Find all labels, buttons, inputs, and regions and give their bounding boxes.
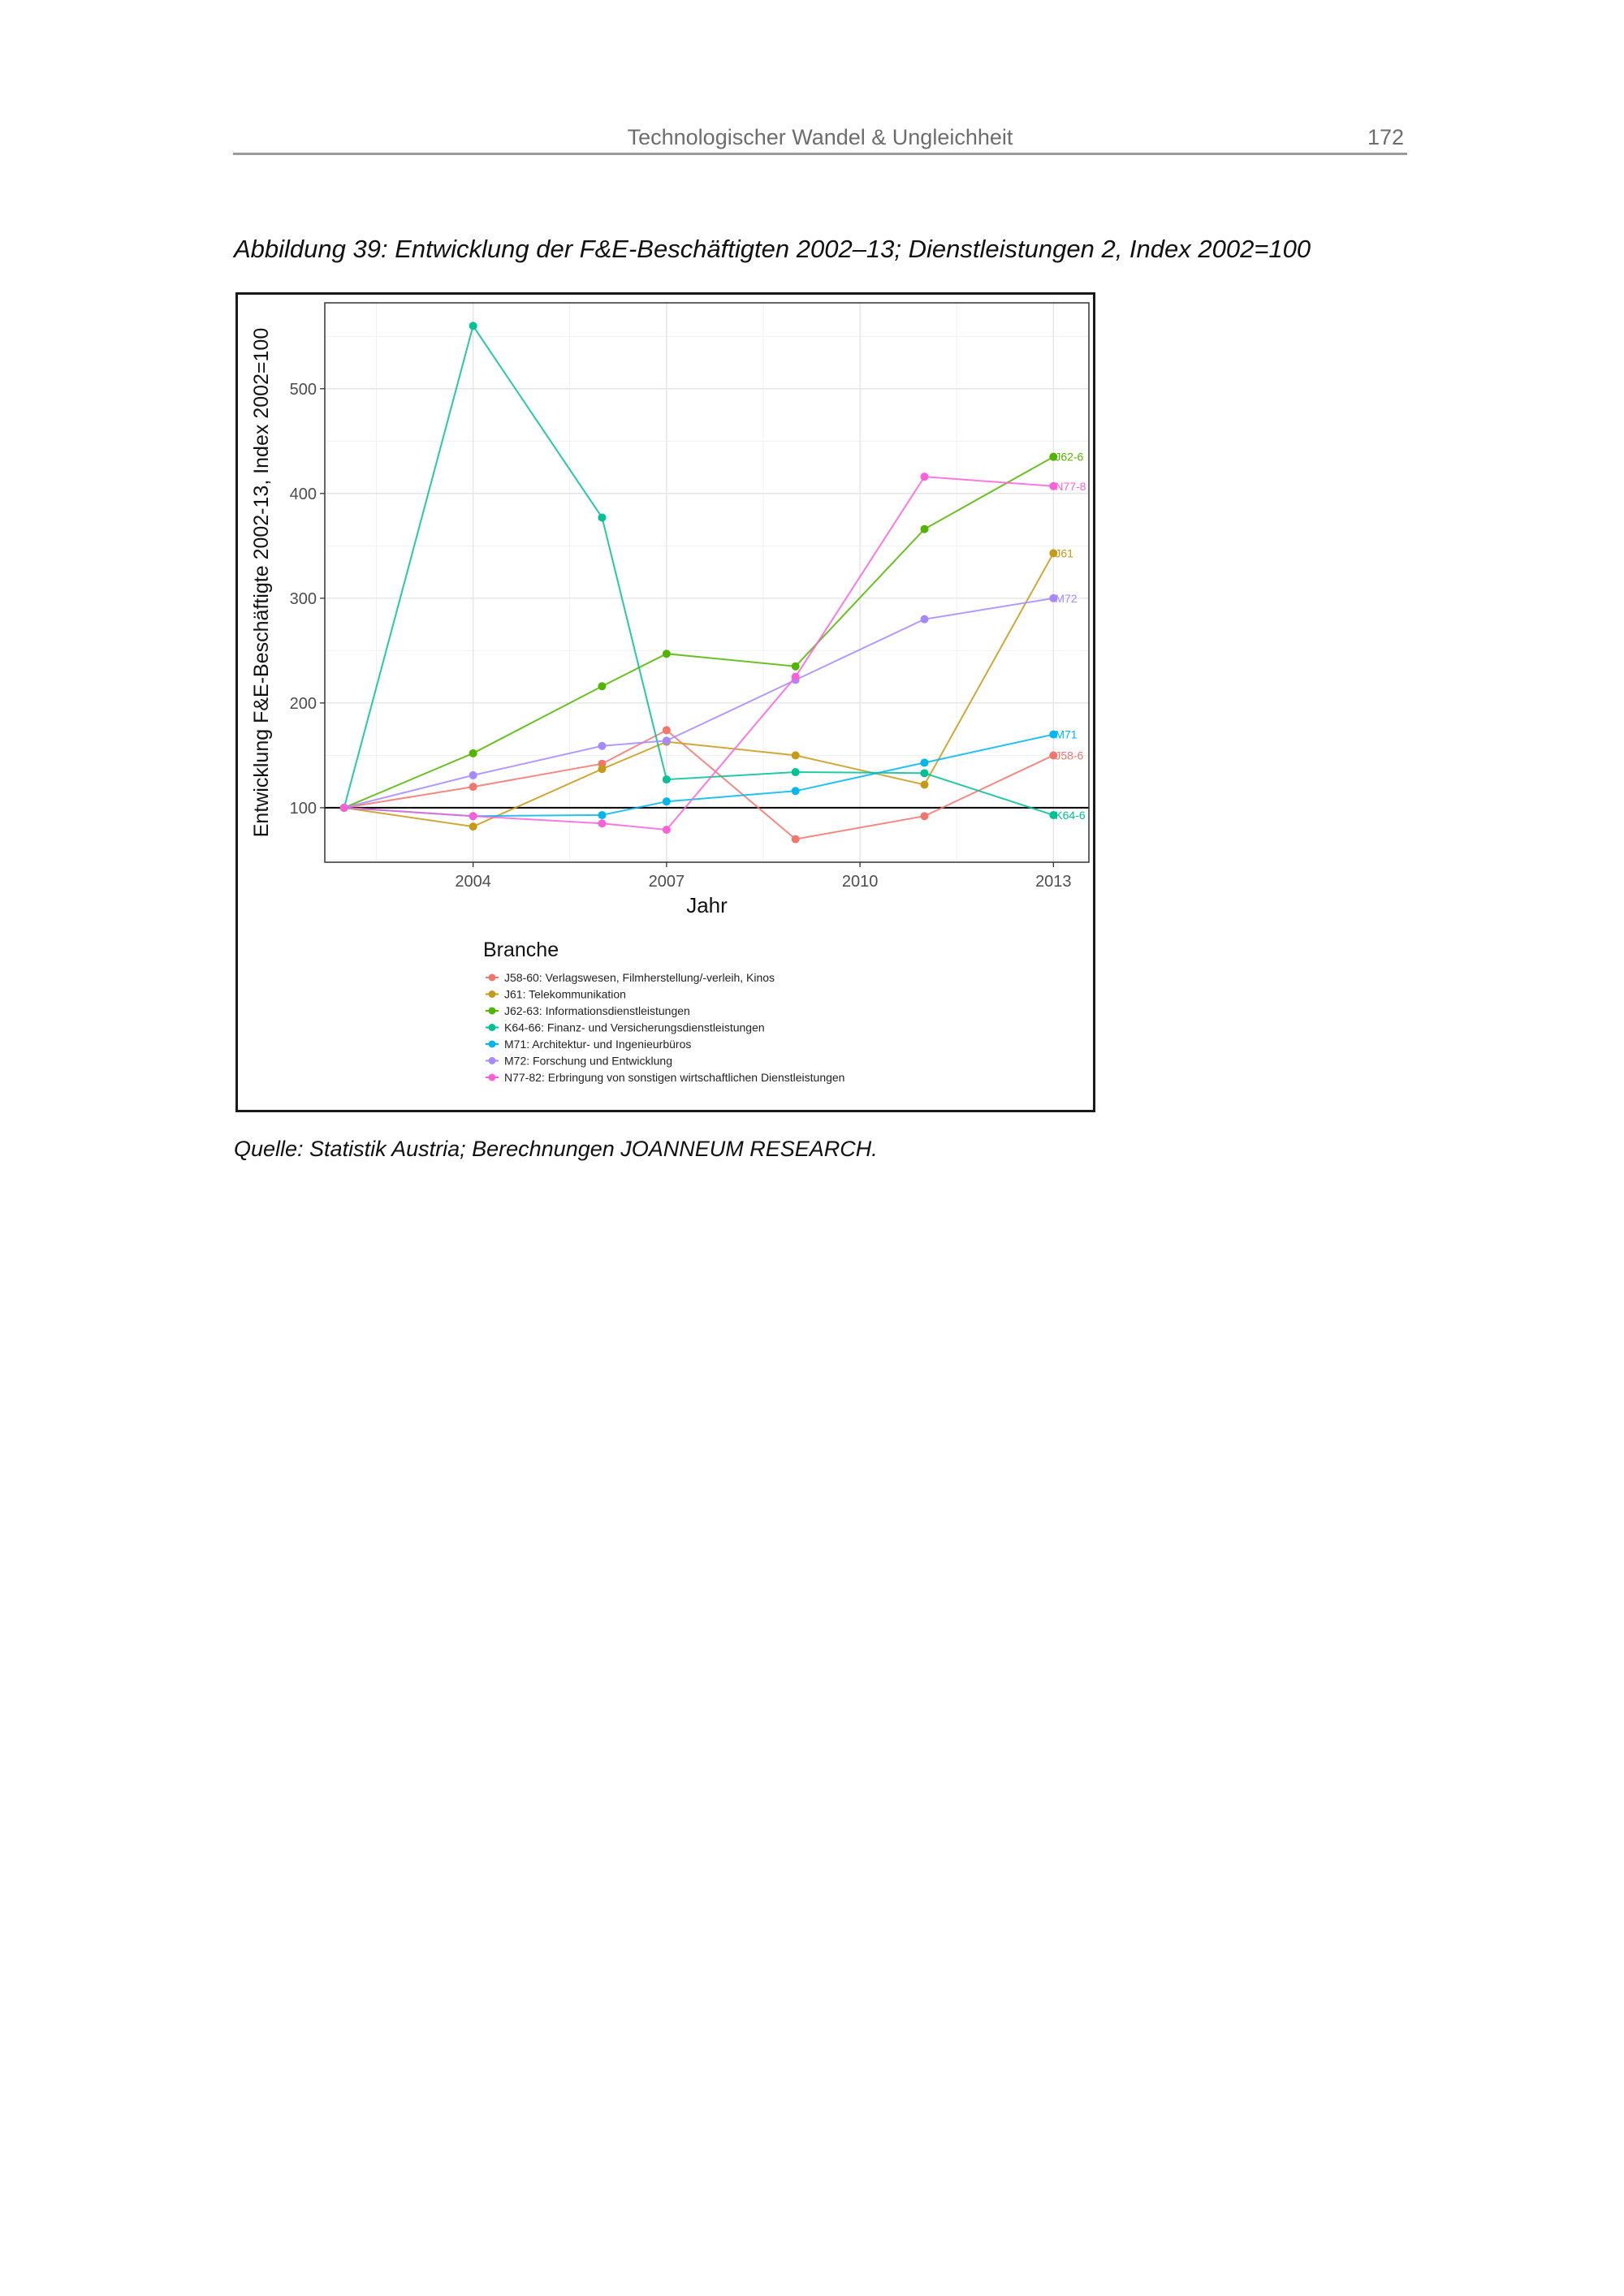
data-point — [598, 819, 607, 828]
data-point — [1049, 751, 1058, 760]
data-point — [920, 473, 929, 481]
data-point — [1049, 593, 1058, 602]
series-end-label: J62-6 — [1055, 451, 1083, 464]
legend-item-label: J61: Telekommunikation — [504, 988, 626, 1001]
data-point — [598, 741, 607, 750]
data-point — [598, 682, 607, 691]
plot-background — [325, 303, 1089, 862]
page-header: Technologischer Wandel & Ungleichheit 17… — [233, 123, 1407, 155]
legend-key-point — [488, 1057, 496, 1064]
series-end-labels: J58-6 J61 J62-6 K64-6 M71 M72 N77-8 — [1055, 451, 1086, 822]
data-point — [1049, 810, 1058, 819]
legend-key-point — [488, 1024, 496, 1031]
data-point — [791, 787, 800, 796]
legend-item-label: J58-60: Verlagswesen, Filmherstellung/-v… — [504, 971, 775, 984]
data-point — [469, 783, 477, 792]
x-tick-label: 2007 — [649, 873, 685, 891]
header-title: Technologischer Wandel & Ungleichheit — [627, 125, 1013, 149]
y-tick-label: 500 — [290, 381, 317, 399]
legend: Branche J58-60: Verlagswesen, Filmherstel… — [483, 939, 844, 1084]
y-tick-label: 200 — [290, 695, 317, 713]
x-tick-label: 2004 — [455, 873, 491, 891]
series-end-label: K64-6 — [1055, 809, 1086, 822]
data-point — [920, 812, 929, 821]
data-point — [791, 835, 800, 844]
legend-item-label: K64-66: Finanz- und Versicherungsdienstl… — [504, 1021, 765, 1034]
figure-frame: J58-6 J61 J62-6 K64-6 M71 M72 N77-8 100 200 300 4… — [235, 292, 1095, 1112]
legend-key-point — [488, 1007, 496, 1015]
series-points — [339, 322, 1058, 844]
legend-title: Branche — [483, 939, 559, 961]
data-point — [1049, 452, 1058, 461]
plot-border — [324, 302, 1090, 863]
data-point — [598, 765, 607, 774]
legend-item-label: N77-82: Erbringung von sonstigen wirtsch… — [504, 1071, 844, 1084]
x-axis-label: Jahr — [686, 893, 728, 917]
series-end-label: N77-8 — [1055, 480, 1086, 493]
legend-key-point — [488, 990, 496, 998]
legend-key-point — [488, 1040, 496, 1048]
figure-source: Quelle: Statistik Austria; Berechnungen … — [234, 1137, 878, 1161]
data-point — [920, 780, 929, 789]
series-end-label: M72 — [1055, 592, 1077, 605]
data-point — [662, 826, 671, 835]
plot-panel — [325, 303, 1089, 862]
series-end-label: J61 — [1055, 546, 1073, 559]
data-point — [662, 650, 671, 658]
y-tick-label: 400 — [290, 486, 317, 503]
data-point — [791, 751, 800, 760]
data-point — [791, 672, 800, 681]
y-axis-label: Entwicklung F&E-Beschäftigte 2002-13, In… — [250, 328, 273, 838]
data-point — [1049, 549, 1058, 558]
axis-labels: Jahr Entwicklung F&E-Beschäftigte 2002-13… — [250, 328, 728, 917]
data-point — [920, 615, 929, 624]
x-tick-label: 2013 — [1035, 873, 1072, 891]
data-point — [598, 513, 607, 522]
legend-item-label: J62-63: Informationsdienstleistungen — [504, 1004, 690, 1017]
data-point — [662, 797, 671, 806]
legend-item-label: M72: Forschung und Entwicklung — [504, 1055, 672, 1068]
x-tick-label: 2010 — [842, 873, 879, 891]
data-point — [1049, 481, 1058, 490]
y-tick-labels: 100 200 300 400 500 — [290, 381, 325, 818]
y-tick-label: 100 — [290, 800, 317, 818]
data-point — [1049, 730, 1058, 739]
series-end-label: J58-6 — [1055, 749, 1083, 762]
line-chart: J58-6 J61 J62-6 K64-6 M71 M72 N77-8 100 200 300 4… — [250, 302, 1090, 1084]
data-point — [469, 822, 477, 831]
legend-item-label: M71: Architektur- und Ingenieurbüros — [504, 1038, 691, 1051]
figure-caption: Abbildung 39: Entwicklung der F&E-Beschä… — [234, 235, 1311, 263]
data-point — [469, 770, 477, 779]
series-end-label: M71 — [1055, 728, 1077, 741]
data-point — [469, 812, 477, 821]
data-point — [598, 810, 607, 819]
data-point — [662, 726, 671, 735]
legend-key-point — [488, 1073, 496, 1081]
data-point — [920, 758, 929, 767]
data-point — [662, 775, 671, 784]
data-point — [791, 662, 800, 671]
y-tick-label: 300 — [290, 590, 317, 608]
data-point — [920, 769, 929, 778]
data-point — [920, 524, 929, 533]
data-point — [469, 322, 477, 330]
legend-key-point — [488, 973, 496, 982]
x-tick-labels: 2004 2007 2010 2013 — [455, 862, 1072, 891]
data-point — [339, 803, 348, 812]
data-point — [662, 736, 671, 745]
data-point — [791, 768, 800, 777]
data-point — [469, 749, 477, 757]
page-number: 172 — [1367, 125, 1404, 149]
